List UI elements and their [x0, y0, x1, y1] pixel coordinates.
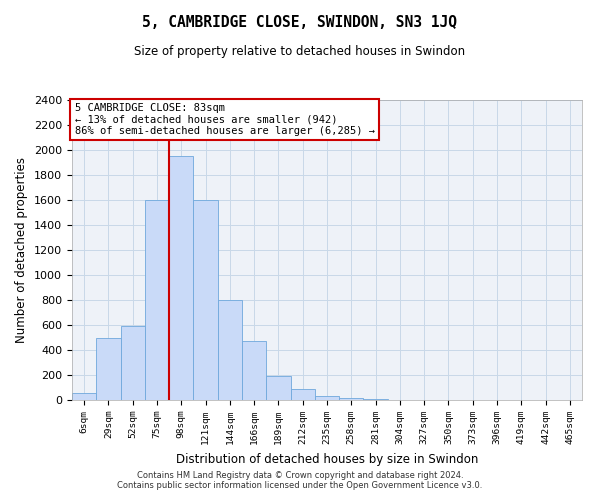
- Bar: [315, 396, 339, 400]
- Text: 5 CAMBRIDGE CLOSE: 83sqm
← 13% of detached houses are smaller (942)
86% of semi-: 5 CAMBRIDGE CLOSE: 83sqm ← 13% of detach…: [74, 103, 374, 136]
- Bar: [72, 393, 96, 400]
- Text: Size of property relative to detached houses in Swindon: Size of property relative to detached ho…: [134, 45, 466, 58]
- Bar: [169, 156, 193, 400]
- Bar: [242, 341, 266, 400]
- Bar: [96, 338, 121, 400]
- Bar: [218, 300, 242, 400]
- Text: Contains HM Land Registry data © Crown copyright and database right 2024.
Contai: Contains HM Land Registry data © Crown c…: [118, 470, 482, 490]
- Text: 5, CAMBRIDGE CLOSE, SWINDON, SN3 1JQ: 5, CAMBRIDGE CLOSE, SWINDON, SN3 1JQ: [143, 15, 458, 30]
- Bar: [266, 376, 290, 400]
- Y-axis label: Number of detached properties: Number of detached properties: [16, 157, 28, 343]
- Bar: [193, 200, 218, 400]
- Bar: [339, 398, 364, 400]
- Bar: [121, 326, 145, 400]
- Bar: [145, 200, 169, 400]
- Bar: [290, 390, 315, 400]
- X-axis label: Distribution of detached houses by size in Swindon: Distribution of detached houses by size …: [176, 452, 478, 466]
